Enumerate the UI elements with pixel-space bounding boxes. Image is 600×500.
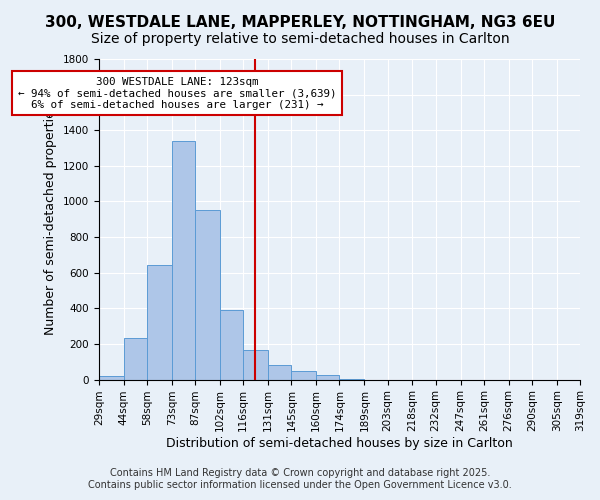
Bar	[147, 264, 172, 380]
Text: 300, WESTDALE LANE, MAPPERLEY, NOTTINGHAM, NG3 6EU: 300, WESTDALE LANE, MAPPERLEY, NOTTINGHA…	[45, 15, 555, 30]
Bar	[292, 370, 316, 380]
Bar	[124, 338, 147, 380]
Bar	[172, 141, 195, 380]
Text: Contains HM Land Registry data © Crown copyright and database right 2025.
Contai: Contains HM Land Registry data © Crown c…	[88, 468, 512, 490]
Text: Size of property relative to semi-detached houses in Carlton: Size of property relative to semi-detach…	[91, 32, 509, 46]
Y-axis label: Number of semi-detached properties: Number of semi-detached properties	[44, 104, 58, 335]
Bar	[340, 378, 364, 380]
Bar	[220, 310, 243, 380]
Bar	[243, 350, 268, 380]
Text: 300 WESTDALE LANE: 123sqm
← 94% of semi-detached houses are smaller (3,639)
6% o: 300 WESTDALE LANE: 123sqm ← 94% of semi-…	[17, 76, 336, 110]
X-axis label: Distribution of semi-detached houses by size in Carlton: Distribution of semi-detached houses by …	[166, 437, 513, 450]
Bar	[268, 366, 292, 380]
Bar	[99, 376, 124, 380]
Bar	[316, 375, 340, 380]
Bar	[195, 210, 220, 380]
